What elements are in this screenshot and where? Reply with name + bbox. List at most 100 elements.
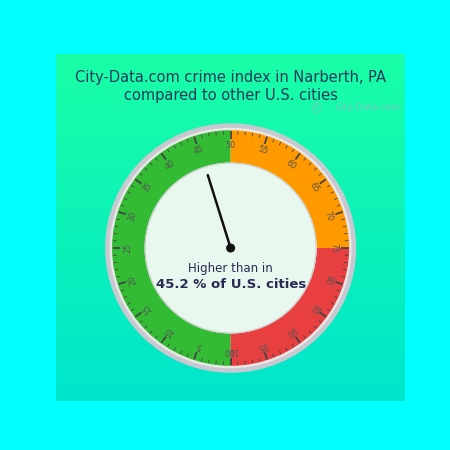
- Bar: [56, 359, 405, 362]
- Bar: [56, 95, 405, 99]
- Bar: [56, 255, 405, 258]
- Bar: [56, 58, 405, 61]
- Bar: [56, 117, 405, 120]
- Bar: [56, 356, 405, 359]
- Bar: [56, 140, 405, 144]
- Bar: [56, 106, 405, 109]
- Bar: [56, 238, 405, 241]
- Bar: [56, 266, 405, 269]
- Bar: [56, 224, 405, 227]
- Text: 75: 75: [329, 243, 338, 253]
- Bar: [56, 196, 405, 199]
- Circle shape: [145, 163, 316, 333]
- Bar: [56, 369, 405, 373]
- Text: 100: 100: [223, 346, 238, 355]
- Bar: [56, 68, 405, 71]
- Bar: [56, 338, 405, 342]
- Bar: [56, 390, 405, 394]
- Text: 25: 25: [123, 243, 132, 253]
- Bar: [56, 300, 405, 303]
- Bar: [56, 78, 405, 82]
- Bar: [56, 137, 405, 140]
- Bar: [56, 227, 405, 231]
- Bar: [56, 130, 405, 134]
- Bar: [56, 176, 405, 179]
- Bar: [56, 172, 405, 176]
- Bar: [56, 245, 405, 248]
- Text: 10: 10: [163, 324, 177, 338]
- Bar: [56, 279, 405, 283]
- Bar: [56, 210, 405, 213]
- Circle shape: [110, 129, 351, 368]
- Text: 5: 5: [195, 341, 202, 351]
- Bar: [56, 258, 405, 262]
- Bar: [56, 314, 405, 317]
- Text: City-Data.com crime index in Narberth, PA
compared to other U.S. cities: City-Data.com crime index in Narberth, P…: [75, 70, 386, 103]
- Text: 15: 15: [140, 302, 154, 315]
- Bar: [56, 64, 405, 68]
- Bar: [56, 362, 405, 366]
- Circle shape: [106, 124, 356, 372]
- Wedge shape: [112, 130, 230, 366]
- Text: Higher than in: Higher than in: [188, 262, 273, 275]
- Text: 0: 0: [228, 346, 233, 355]
- Bar: [56, 220, 405, 224]
- Bar: [56, 158, 405, 162]
- Bar: [56, 231, 405, 234]
- Bar: [56, 168, 405, 172]
- Bar: [56, 89, 405, 92]
- Bar: [56, 380, 405, 383]
- Text: 40: 40: [163, 158, 177, 171]
- Bar: [56, 203, 405, 207]
- Bar: [56, 123, 405, 127]
- Bar: [56, 290, 405, 293]
- Bar: [56, 217, 405, 220]
- Bar: [56, 165, 405, 168]
- Bar: [56, 328, 405, 331]
- Bar: [56, 276, 405, 279]
- Bar: [56, 120, 405, 123]
- Text: City-Data.com: City-Data.com: [335, 103, 400, 112]
- Bar: [56, 54, 405, 58]
- Bar: [56, 99, 405, 103]
- Text: 35: 35: [140, 181, 154, 194]
- Bar: [56, 394, 405, 397]
- Bar: [56, 248, 405, 252]
- Bar: [56, 310, 405, 314]
- Text: 45: 45: [193, 144, 205, 156]
- Bar: [56, 303, 405, 307]
- Text: 85: 85: [307, 302, 321, 315]
- Bar: [56, 85, 405, 89]
- Bar: [56, 262, 405, 266]
- Bar: [56, 321, 405, 324]
- Text: ◴: ◴: [310, 101, 321, 114]
- Bar: [56, 307, 405, 310]
- Text: 50: 50: [225, 141, 236, 150]
- Bar: [56, 134, 405, 137]
- Bar: [56, 162, 405, 165]
- Bar: [56, 366, 405, 369]
- Bar: [56, 189, 405, 193]
- Bar: [56, 75, 405, 78]
- Bar: [56, 345, 405, 348]
- Bar: [56, 109, 405, 113]
- Bar: [56, 148, 405, 151]
- Text: 95: 95: [256, 340, 269, 351]
- Bar: [56, 182, 405, 186]
- Bar: [56, 113, 405, 117]
- Bar: [56, 213, 405, 217]
- Bar: [56, 342, 405, 345]
- Bar: [56, 207, 405, 210]
- Bar: [56, 234, 405, 238]
- Bar: [56, 61, 405, 64]
- Text: 30: 30: [126, 210, 138, 222]
- Bar: [56, 297, 405, 300]
- Bar: [56, 151, 405, 154]
- Bar: [56, 383, 405, 387]
- Bar: [56, 373, 405, 376]
- Bar: [56, 348, 405, 352]
- Bar: [56, 241, 405, 245]
- Bar: [56, 387, 405, 390]
- Bar: [56, 286, 405, 290]
- Text: 55: 55: [256, 144, 269, 156]
